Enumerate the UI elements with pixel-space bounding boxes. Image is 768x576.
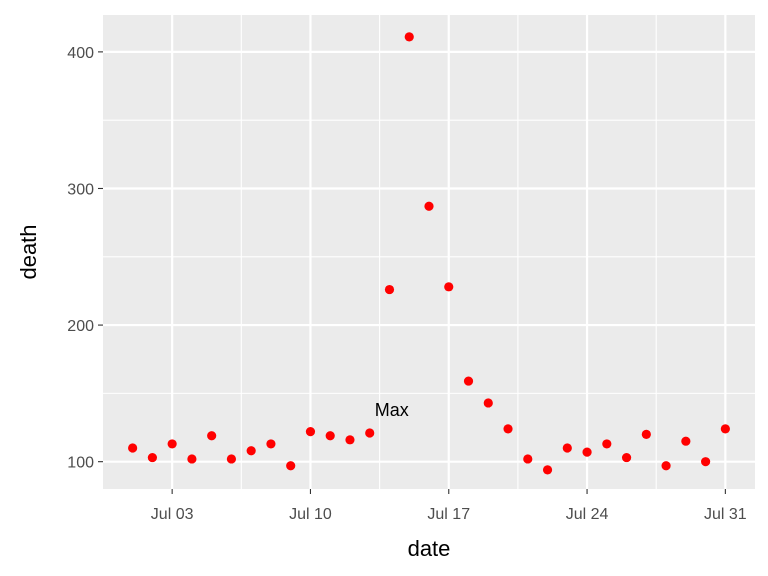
data-point xyxy=(345,435,355,445)
x-tick-label: Jul 03 xyxy=(151,506,194,523)
data-point xyxy=(661,461,671,471)
annotation-label: Max xyxy=(375,400,409,420)
data-point xyxy=(542,465,553,475)
data-point xyxy=(463,376,474,386)
minor-gridlines xyxy=(103,15,755,489)
data-point xyxy=(128,443,138,453)
x-tick-label: Jul 17 xyxy=(427,506,470,523)
data-point xyxy=(582,447,592,457)
annotations: Max xyxy=(375,400,409,420)
data-point xyxy=(701,457,711,467)
data-point xyxy=(562,443,572,453)
plot-panel xyxy=(103,15,755,489)
data-point xyxy=(167,439,177,449)
x-tick-label: Jul 31 xyxy=(704,506,747,523)
data-point xyxy=(503,424,513,434)
data-point xyxy=(246,446,256,456)
major-gridlines xyxy=(103,15,755,489)
y-tick-label: 300 xyxy=(67,181,94,198)
x-axis: Jul 03 Jul 10 Jul 17 Jul 24 Jul 31 xyxy=(151,489,747,523)
data-points xyxy=(128,32,730,475)
data-point xyxy=(286,461,296,471)
data-point xyxy=(365,428,375,438)
x-axis-title: date xyxy=(408,536,451,561)
y-tick-label: 400 xyxy=(67,45,94,62)
x-tick-label: Jul 10 xyxy=(289,506,332,523)
data-point xyxy=(523,454,533,464)
data-point xyxy=(187,454,197,464)
data-point xyxy=(147,452,157,463)
data-point xyxy=(226,454,237,464)
y-tick-label: 100 xyxy=(67,455,94,472)
data-point xyxy=(424,201,434,211)
data-point xyxy=(681,436,691,446)
data-point xyxy=(207,431,217,441)
y-tick-label: 200 xyxy=(67,318,94,335)
data-point xyxy=(641,429,651,439)
y-axis: 100 200 300 400 xyxy=(67,45,103,472)
data-point xyxy=(444,282,454,292)
y-axis-title: death xyxy=(16,224,41,279)
data-point xyxy=(404,32,414,42)
data-point xyxy=(602,439,612,449)
data-point xyxy=(483,398,493,408)
data-point xyxy=(621,452,632,463)
data-point xyxy=(266,439,276,449)
data-point xyxy=(384,284,395,295)
data-point xyxy=(325,431,335,441)
data-point xyxy=(720,424,730,434)
x-tick-label: Jul 24 xyxy=(566,506,609,523)
data-point xyxy=(305,427,316,437)
